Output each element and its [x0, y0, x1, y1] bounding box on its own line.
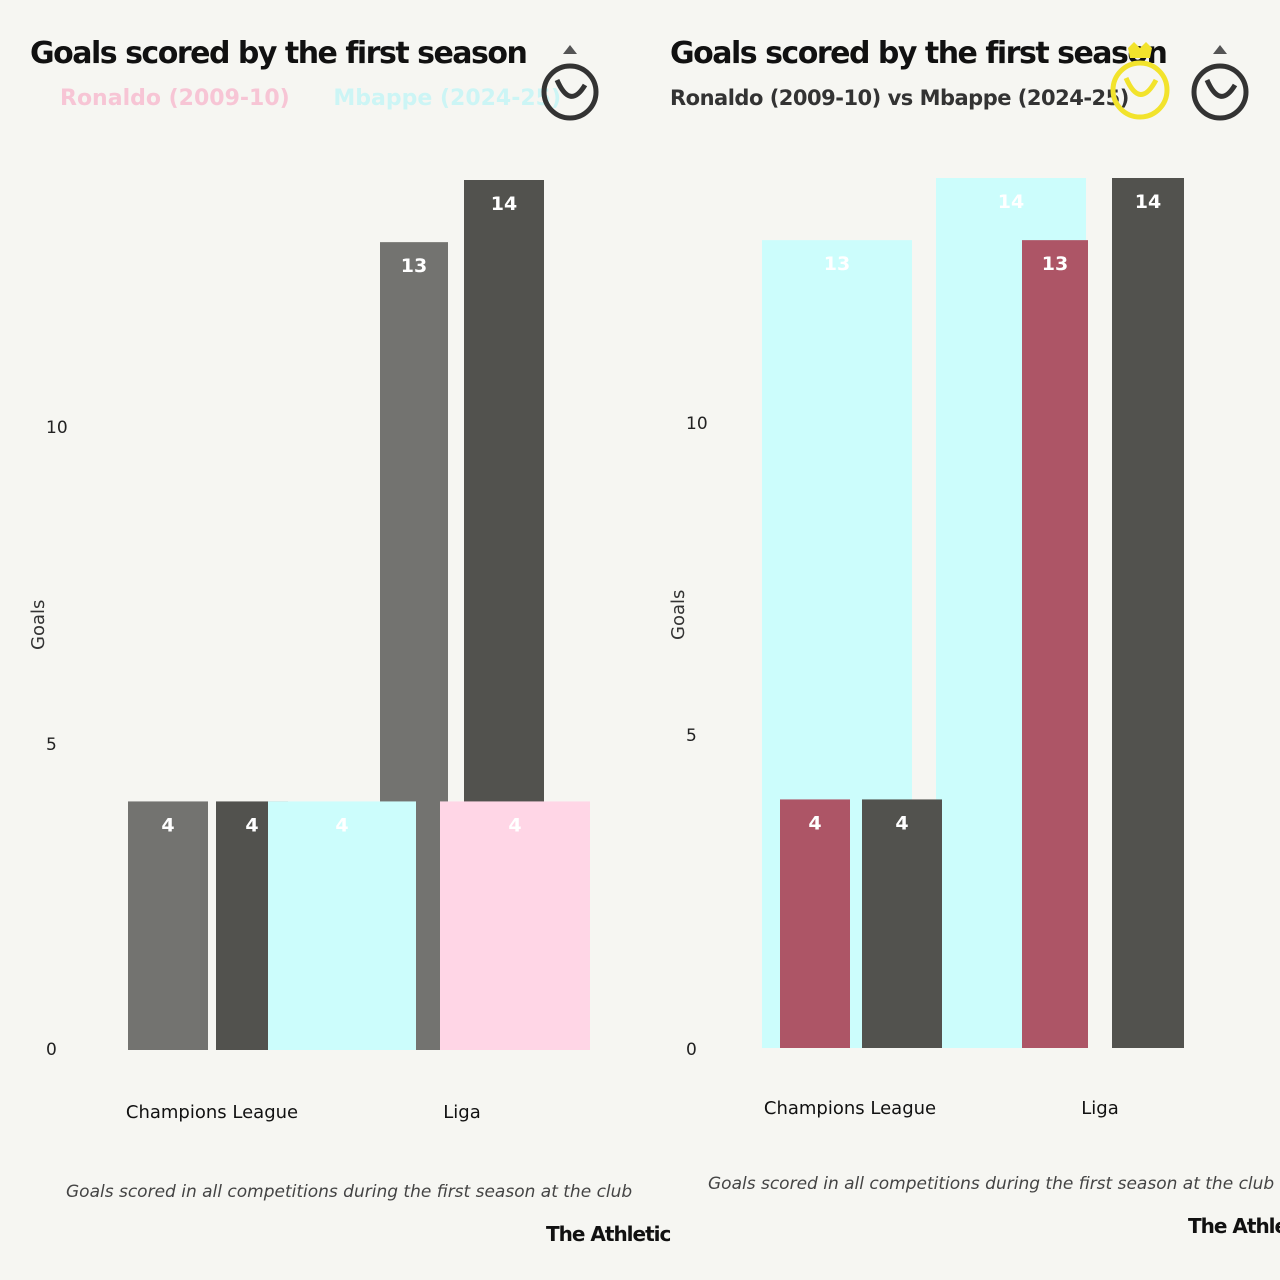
right-chart-panel: Goals scored by the first season Ronaldo… [640, 0, 1280, 1280]
real-madrid-crest-icon [1191, 45, 1249, 121]
bar [1112, 178, 1184, 1048]
y-tick: 0 [686, 1040, 697, 1060]
bar-value-label: 14 [998, 191, 1024, 213]
x-tick-label: Champions League [125, 1102, 299, 1123]
bar-chart-right: 13 14 4 13 4 14 [762, 178, 1184, 1049]
brand-logo: The Athletic [1188, 1214, 1280, 1238]
footnote: Goals scored in all competitions during … [66, 1182, 633, 1202]
x-tick-label: Champions League [763, 1098, 937, 1119]
left-chart-panel: Goals scored by the first season Ronaldo… [28, 36, 671, 1246]
bar-value-label: 4 [808, 812, 821, 834]
bar [268, 801, 416, 1050]
y-tick: 0 [46, 1040, 57, 1060]
bar [128, 801, 208, 1050]
y-tick: 5 [46, 735, 57, 755]
y-tick: 10 [686, 414, 708, 434]
chart-title: Goals scored by the first season [30, 36, 528, 71]
chart-subtitle: Ronaldo (2009-10) vs Mbappe (2024-25) [670, 86, 1129, 110]
footnote: Goals scored in all competitions during … [708, 1174, 1275, 1194]
bar [780, 799, 850, 1048]
y-tick: 5 [686, 726, 697, 746]
bar-value-label: 13 [824, 253, 850, 275]
bar [440, 801, 590, 1050]
legend-item-ronaldo: Ronaldo (2009-10) [60, 86, 290, 111]
bar-value-label: 13 [401, 255, 427, 277]
bar-value-label: 4 [895, 812, 908, 834]
bar [1022, 240, 1088, 1049]
y-tick: 10 [46, 418, 68, 438]
real-madrid-crest-icon [541, 45, 599, 121]
bar-value-label: 4 [335, 814, 348, 836]
brand-logo: The Athletic [546, 1222, 671, 1246]
real-madrid-crest-icon [1110, 42, 1170, 120]
bar-value-label: 4 [508, 814, 521, 836]
bar [862, 799, 942, 1048]
bar-value-label: 13 [1042, 253, 1068, 275]
x-tick-label: Liga [443, 1102, 481, 1123]
bar-value-label: 14 [491, 193, 517, 215]
bar-value-label: 4 [161, 814, 174, 836]
bar-value-label: 4 [245, 814, 258, 836]
bar-chart-left: 4 13 4 14 4 4 [128, 180, 590, 1051]
chart-title: Goals scored by the first season [670, 36, 1168, 71]
x-tick-label: Liga [1081, 1098, 1119, 1119]
legend-item-mbappe: Mbappe (2024-25) [333, 86, 562, 111]
chart-legend: Ronaldo (2009-10) Mbappe (2024-25) [60, 86, 597, 111]
bar-value-label: 14 [1135, 191, 1161, 213]
